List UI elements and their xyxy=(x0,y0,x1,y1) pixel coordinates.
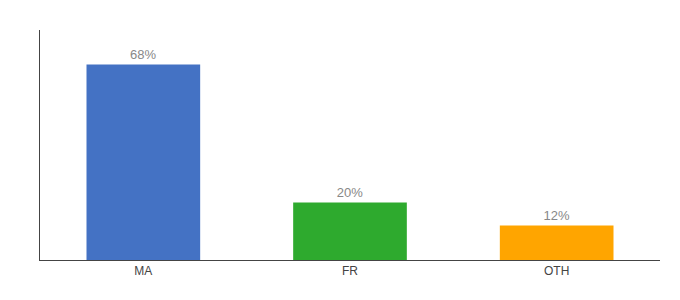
svg-text:20%: 20% xyxy=(337,185,363,200)
svg-text:FR: FR xyxy=(342,264,358,278)
svg-text:MA: MA xyxy=(134,264,152,278)
svg-text:68%: 68% xyxy=(130,47,156,62)
svg-text:12%: 12% xyxy=(543,208,569,223)
svg-text:OTH: OTH xyxy=(544,264,569,278)
